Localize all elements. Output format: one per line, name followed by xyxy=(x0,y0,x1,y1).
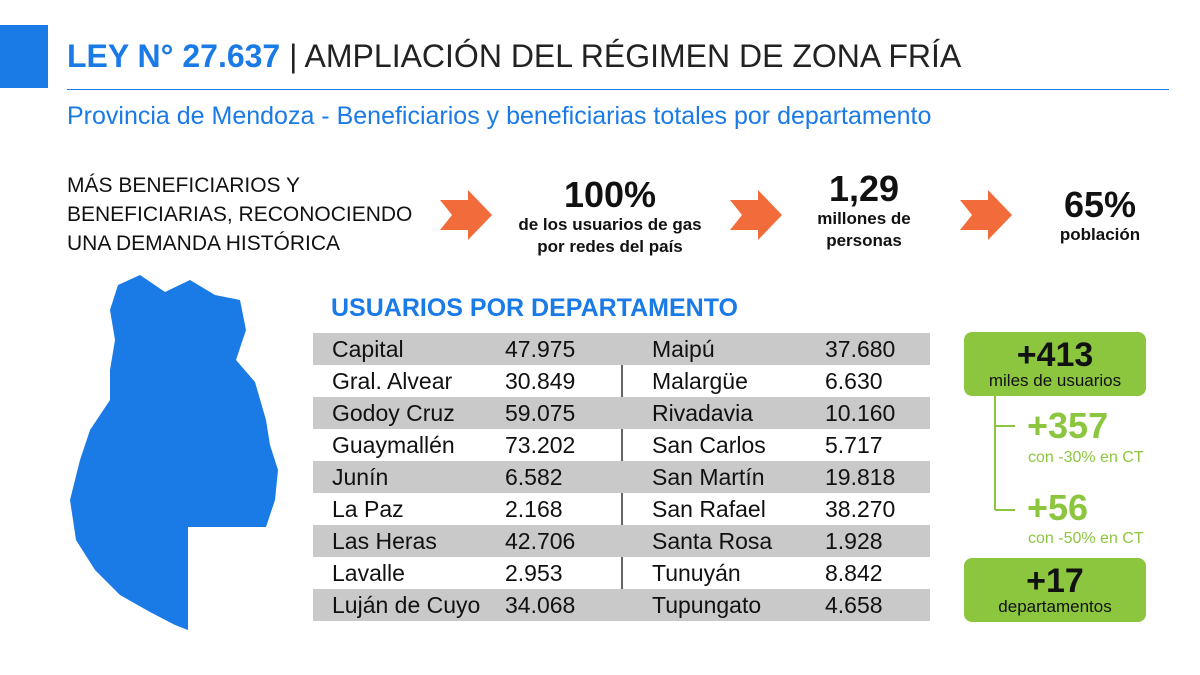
breakdown-label: con -50% en CT xyxy=(1028,530,1144,547)
stat-value: 1,29 xyxy=(828,168,900,209)
total-value: +413 xyxy=(1016,336,1094,374)
table-row: Capital 47.975 Maipú 37.680 xyxy=(313,333,930,365)
arrows xyxy=(440,190,1012,240)
table-row: Godoy Cruz 59.075 Rivadavia 10.160 xyxy=(313,397,930,429)
stat-label: personas xyxy=(826,231,902,250)
department-value: 73.202 xyxy=(505,432,576,458)
department-name: Lavalle xyxy=(332,560,405,586)
department-value: 10.160 xyxy=(825,400,896,426)
department-name: Guaymallén xyxy=(332,432,455,458)
stat-label: millones de xyxy=(817,209,911,228)
table-row: Luján de Cuyo 34.068 Tupungato 4.658 xyxy=(313,589,930,621)
arrow xyxy=(730,190,782,240)
departments-value: +17 xyxy=(1026,562,1084,600)
stat-label: de los usuarios de gas xyxy=(518,215,702,234)
department-value: 6.582 xyxy=(505,464,563,490)
subtitle: Provincia de Mendoza - Beneficiarios y b… xyxy=(67,102,932,130)
department-name: La Paz xyxy=(332,496,404,522)
department-name: San Rafael xyxy=(652,496,766,522)
stat-value: 65% xyxy=(1063,184,1137,225)
department-value: 4.658 xyxy=(825,592,883,618)
stat: 100% de los usuarios de gas por redes de… xyxy=(490,176,730,258)
stat: 1,29 millones de personas xyxy=(784,170,944,252)
arrow xyxy=(440,190,492,240)
intro-line: MÁS BENEFICIARIOS Y xyxy=(67,174,300,197)
department-name: Las Heras xyxy=(332,528,437,554)
department-name: San Martín xyxy=(652,464,765,490)
table-row: Gral. Alvear 30.849 Malargüe 6.630 xyxy=(313,365,930,397)
law: LEY N° 27.637 xyxy=(67,38,281,74)
department-name: Luján de Cuyo xyxy=(332,592,481,618)
department-name: Capital xyxy=(332,336,404,362)
department-value: 59.075 xyxy=(505,400,576,426)
divider xyxy=(67,89,1169,90)
header: LEY N° 27.637 | AMPLIACIÓN DEL RÉGIMEN D… xyxy=(67,36,961,76)
department-value: 6.630 xyxy=(825,368,883,394)
department-value: 1.928 xyxy=(825,528,883,554)
department-value: 8.842 xyxy=(825,560,883,586)
accent-block xyxy=(0,25,48,88)
stat: 65% población xyxy=(1030,186,1170,246)
arrow xyxy=(960,190,1012,240)
department-name: Tupungato xyxy=(652,592,762,618)
department-value: 37.680 xyxy=(825,336,896,362)
stat-label: población xyxy=(1059,225,1141,244)
department-name: Santa Rosa xyxy=(652,528,773,554)
intro-line: BENEFICIARIAS, RECONOCIENDO xyxy=(67,203,413,226)
total-box: +413 miles de usuarios xyxy=(964,332,1146,396)
connector xyxy=(994,396,1015,511)
department-name: Maipú xyxy=(652,336,715,362)
department-value: 47.975 xyxy=(505,336,576,362)
department-value: 19.818 xyxy=(825,464,896,490)
departments-box: +17 departamentos xyxy=(964,558,1146,622)
department-value: 2.168 xyxy=(505,496,563,522)
table-row: Las Heras 42.706 Santa Rosa 1.928 xyxy=(313,525,930,557)
department-value: 30.849 xyxy=(505,368,576,394)
department-name: Malargüe xyxy=(652,368,748,394)
table-row: La Paz 2.168 San Rafael 38.270 xyxy=(313,493,930,525)
title: | AMPLIACIÓN DEL RÉGIMEN DE ZONA FRÍA xyxy=(289,38,962,74)
table-row: Junín 6.582 San Martín 19.818 xyxy=(313,461,930,493)
department-value: 38.270 xyxy=(825,496,896,522)
department-name: Tunuyán xyxy=(652,560,741,586)
department-name: Junín xyxy=(332,464,389,490)
intro-line: UNA DEMANDA HISTÓRICA xyxy=(67,232,341,255)
department-name: Rivadavia xyxy=(652,400,753,426)
stat-value: 100% xyxy=(563,174,657,215)
connectors xyxy=(994,396,1015,511)
breakdown-value: +56 xyxy=(1027,487,1089,528)
intro: MÁS BENEFICIARIOS Y BENEFICIARIAS, RECON… xyxy=(67,171,412,258)
table-row: Lavalle 2.953 Tunuyán 8.842 xyxy=(313,557,930,589)
breakdown-label: con -30% en CT xyxy=(1028,449,1144,466)
department-name: Godoy Cruz xyxy=(332,400,455,426)
stat-label: por redes del país xyxy=(537,237,683,256)
department-value: 34.068 xyxy=(505,592,576,618)
table-row: Guaymallén 73.202 San Carlos 5.717 xyxy=(313,429,930,461)
breakdown-value: +357 xyxy=(1027,405,1109,446)
table-title: USUARIOS POR DEPARTAMENTO xyxy=(331,294,738,322)
department-name: Gral. Alvear xyxy=(332,368,453,394)
map xyxy=(70,275,278,630)
total-label: miles de usuarios xyxy=(988,371,1122,390)
department-value: 5.717 xyxy=(825,432,883,458)
department-value: 2.953 xyxy=(505,560,563,586)
department-name: San Carlos xyxy=(652,432,766,458)
department-value: 42.706 xyxy=(505,528,576,554)
departments-label: departamentos xyxy=(998,597,1112,616)
